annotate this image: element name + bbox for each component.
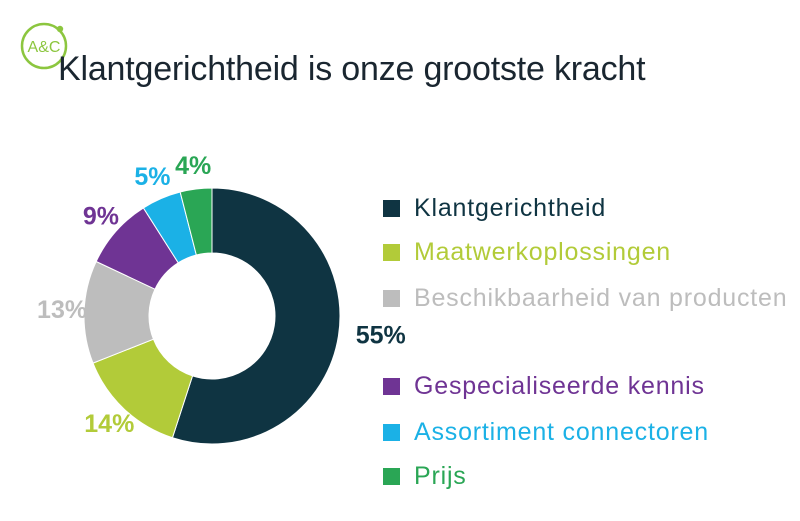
legend-item-gespecialiseerde-kennis: Gespecialiseerde kennis <box>383 368 792 404</box>
legend-item-maatwerkoplossingen: Maatwerkoplossingen <box>383 234 792 270</box>
legend-swatch <box>383 290 400 307</box>
legend-label: Gespecialiseerde kennis <box>414 372 705 400</box>
legend-label: Klantgerichtheid <box>414 194 607 222</box>
legend-swatch <box>383 424 400 441</box>
legend-item-beschikbaarheid-van-producten: Beschikbaarheid van producten <box>383 280 792 316</box>
donut-slices <box>83 187 341 445</box>
logo-text: A&C <box>28 39 61 56</box>
slice-klantgerichtheid <box>171 187 341 445</box>
data-label-prijs: 4% <box>175 152 211 180</box>
slice-prijs <box>179 187 213 256</box>
legend-label: Prijs <box>414 462 467 490</box>
legend-item-klantgerichtheid: Klantgerichtheid <box>383 190 792 226</box>
company-logo: A&C <box>20 22 68 70</box>
legend-swatch <box>383 200 400 217</box>
legend-swatch <box>383 378 400 395</box>
data-label-gespecialiseerde-kennis: 9% <box>83 203 119 231</box>
data-label-klantgerichtheid: 55% <box>356 321 406 349</box>
legend-item-prijs: Prijs <box>383 458 792 494</box>
legend-label: Maatwerkoplossingen <box>414 238 671 266</box>
data-label-assortiment-connectoren: 5% <box>134 163 170 191</box>
data-label-maatwerkoplossingen: 14% <box>84 410 134 438</box>
legend-swatch <box>383 244 400 261</box>
legend-label: Assortiment connectoren <box>414 418 709 446</box>
legend-swatch <box>383 468 400 485</box>
legend-label: Beschikbaarheid van producten <box>414 284 788 312</box>
page-title: Klantgerichtheid is onze grootste kracht <box>58 50 646 88</box>
data-label-beschikbaarheid-van-producten: 13% <box>37 296 87 324</box>
data-labels: 55% 14% 13% 9% 5% 4% <box>37 152 406 438</box>
legend-item-assortiment-connectoren: Assortiment connectoren <box>383 414 792 450</box>
